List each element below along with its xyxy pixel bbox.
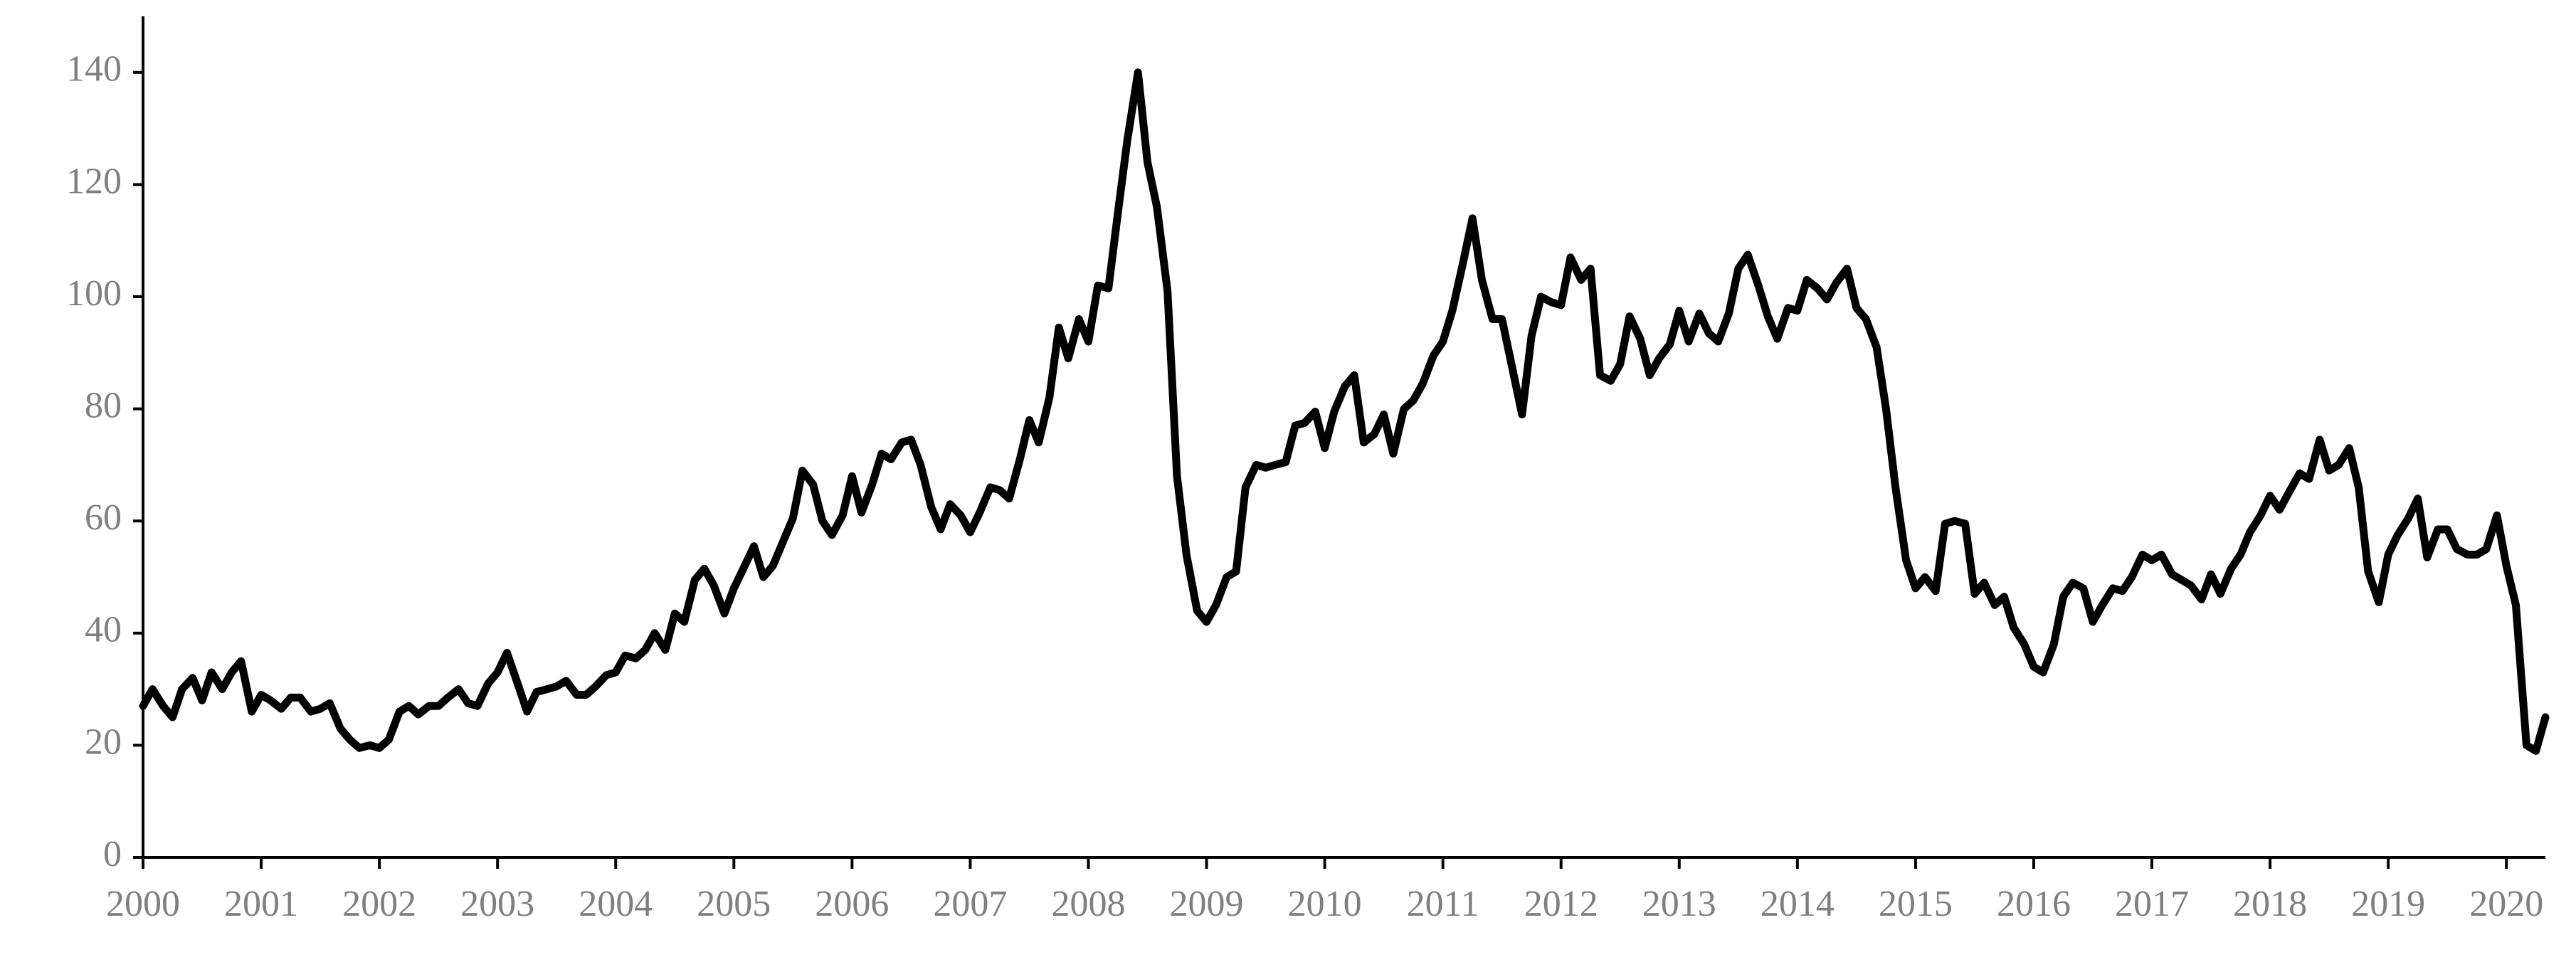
x-tick-label: 2008 [1051, 884, 1125, 924]
x-tick-label: 2004 [579, 884, 653, 924]
x-tick-label: 2002 [342, 884, 416, 924]
y-tick-label: 80 [85, 386, 122, 426]
x-tick-label: 2000 [106, 884, 180, 924]
x-tick-label: 2014 [1761, 884, 1835, 924]
y-tick-label: 60 [85, 497, 122, 538]
x-tick-label: 2010 [1288, 884, 1362, 924]
x-tick-label: 2001 [224, 884, 298, 924]
y-tick-label: 40 [85, 610, 122, 650]
y-tick-label: 20 [85, 721, 122, 762]
y-tick-label: 100 [66, 273, 122, 314]
x-tick-label: 2018 [2233, 884, 2307, 924]
x-tick-label: 2017 [2115, 884, 2189, 924]
x-tick-label: 2007 [933, 884, 1007, 924]
y-tick-label: 0 [103, 834, 122, 874]
x-tick-label: 2016 [1997, 884, 2071, 924]
x-tick-label: 2020 [2469, 884, 2543, 924]
x-tick-label: 2012 [1524, 884, 1598, 924]
x-tick-label: 2005 [697, 884, 771, 924]
x-tick-label: 2009 [1170, 884, 1244, 924]
x-tick-label: 2015 [1879, 884, 1953, 924]
y-tick-label: 120 [66, 161, 122, 201]
line-series [139, 68, 2550, 755]
x-tick-label: 2003 [460, 884, 534, 924]
x-tick-label: 2013 [1642, 884, 1716, 924]
x-tick-label: 2011 [1407, 884, 1479, 924]
x-tick-label: 2019 [2351, 884, 2425, 924]
y-tick-label: 140 [66, 49, 122, 90]
x-tick-label: 2006 [815, 884, 889, 924]
